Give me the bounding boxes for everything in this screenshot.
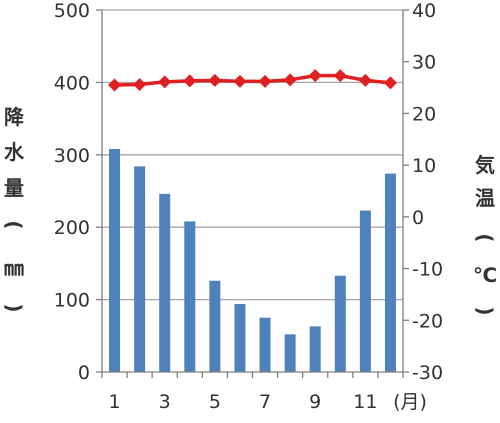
x-tick-label: 7 bbox=[259, 391, 271, 413]
axes bbox=[96, 9, 409, 378]
temperature-marker bbox=[133, 77, 147, 91]
precipitation-bars bbox=[109, 149, 396, 372]
x-tick-label: 9 bbox=[309, 391, 321, 413]
right-tick-label: -10 bbox=[412, 259, 443, 281]
x-tick-label: 11 bbox=[353, 391, 377, 413]
temperature-marker bbox=[308, 69, 322, 83]
right-axis-title-char: 気 bbox=[475, 153, 495, 177]
right-axis-title-char: ℃ bbox=[473, 263, 497, 287]
right-axis-title-char: ( bbox=[473, 233, 497, 242]
x-tick-label: 5 bbox=[209, 391, 221, 413]
precipitation-bar bbox=[109, 149, 121, 372]
left-axis-title-char: 降 bbox=[4, 105, 25, 129]
precipitation-bar bbox=[284, 334, 296, 372]
precipitation-bar bbox=[134, 166, 146, 372]
x-axis-unit: (月) bbox=[393, 391, 427, 413]
x-tick-label: 3 bbox=[159, 391, 171, 413]
left-axis-title-char: 水 bbox=[4, 140, 25, 164]
temperature-marker bbox=[358, 73, 372, 87]
left-tick-label: 200 bbox=[54, 217, 90, 239]
temperature-line-path bbox=[114, 73, 391, 87]
left-tick-label: 100 bbox=[54, 290, 90, 312]
right-axis-title-char: ) bbox=[473, 306, 497, 315]
precipitation-bar bbox=[184, 221, 196, 372]
tick-labels: 0 100 200 300 400 500 -30 -20 -10 0 10 20 30 40 1 3 5 7 9 1… bbox=[54, 0, 443, 413]
temperature-marker bbox=[333, 69, 347, 83]
precipitation-bar bbox=[359, 210, 371, 372]
temperature-line bbox=[108, 69, 397, 92]
temperature-marker bbox=[158, 75, 172, 89]
axis-titles: 降水量 ( ㎜) 気温 ( ℃) bbox=[2, 105, 497, 316]
right-axis-title-char: 温 bbox=[475, 186, 495, 210]
left-tick-label: 300 bbox=[54, 145, 90, 167]
precipitation-bar bbox=[234, 303, 246, 372]
gridlines bbox=[102, 9, 403, 301]
right-tick-label: -20 bbox=[412, 310, 443, 332]
temperature-marker bbox=[183, 74, 197, 88]
temperature-marker bbox=[233, 74, 247, 88]
temperature-marker bbox=[383, 76, 397, 90]
precipitation-bar bbox=[384, 173, 396, 372]
right-tick-label: 40 bbox=[412, 0, 436, 22]
right-tick-label: 20 bbox=[412, 103, 436, 125]
x-tick-label: 1 bbox=[108, 391, 120, 413]
left-axis-title-char: ㎜ bbox=[4, 256, 24, 280]
left-axis-title-char: ( bbox=[2, 220, 26, 229]
temperature-marker bbox=[108, 78, 122, 92]
right-tick-label: 30 bbox=[412, 52, 436, 74]
precipitation-bar bbox=[159, 193, 171, 372]
precipitation-bar bbox=[259, 317, 271, 372]
left-tick-label: 0 bbox=[78, 362, 90, 384]
precipitation-bar bbox=[209, 280, 221, 372]
left-axis-title-char: 量 bbox=[4, 176, 24, 200]
left-tick-label: 400 bbox=[54, 72, 90, 94]
temperature-marker bbox=[208, 73, 222, 87]
precipitation-bar bbox=[309, 326, 321, 372]
temperature-marker bbox=[258, 74, 272, 88]
left-tick-label: 500 bbox=[54, 0, 90, 22]
right-tick-label: 10 bbox=[412, 155, 436, 177]
left-axis-title-char: ) bbox=[2, 303, 26, 312]
precipitation-bar bbox=[334, 275, 346, 372]
temperature-marker bbox=[283, 73, 297, 87]
right-tick-label: 0 bbox=[412, 207, 424, 229]
right-tick-label: -30 bbox=[412, 362, 443, 384]
